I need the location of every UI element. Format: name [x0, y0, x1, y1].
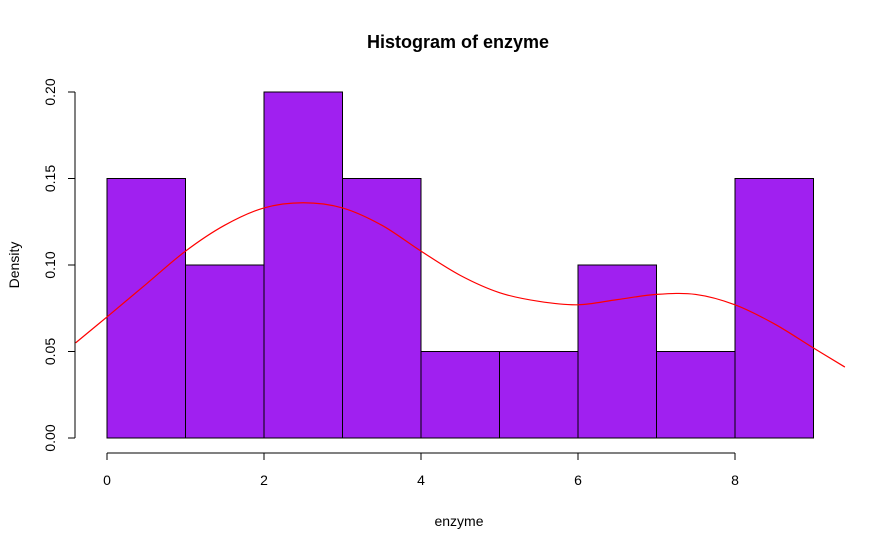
y-axis-label: Density	[6, 242, 22, 289]
bars-group	[106, 91, 814, 439]
y-tick-label-2: 0.10	[42, 251, 58, 278]
histogram-bar-2	[263, 91, 343, 439]
y-tick-label-1: 0.05	[42, 338, 58, 365]
histogram-bar-8	[734, 178, 814, 439]
x-tick-label-1: 2	[260, 472, 268, 488]
x-axis-label: enzyme	[434, 513, 483, 529]
y-tick-label-4: 0.20	[42, 78, 58, 105]
histogram-bar-0	[106, 178, 186, 439]
histogram-bar-7	[656, 351, 736, 439]
y-tick-label-3: 0.15	[42, 165, 58, 192]
histogram-bar-6	[577, 264, 657, 439]
histogram-bar-3	[342, 178, 422, 439]
x-tick-label-4: 8	[731, 472, 739, 488]
x-axis: 0 2 4 6 8	[103, 452, 739, 488]
histogram-bar-5	[499, 351, 579, 439]
histogram-bar-4	[420, 351, 500, 439]
y-tick-label-0: 0.00	[42, 424, 58, 451]
x-tick-label-0: 0	[103, 472, 111, 488]
x-tick-label-3: 6	[574, 472, 582, 488]
x-tick-label-2: 4	[417, 472, 425, 488]
y-axis: 0.00 0.05 0.10 0.15 0.20	[42, 78, 76, 452]
chart-title: Histogram of enzyme	[367, 32, 549, 52]
histogram-bar-1	[185, 264, 265, 439]
density-curve	[75, 202, 846, 368]
